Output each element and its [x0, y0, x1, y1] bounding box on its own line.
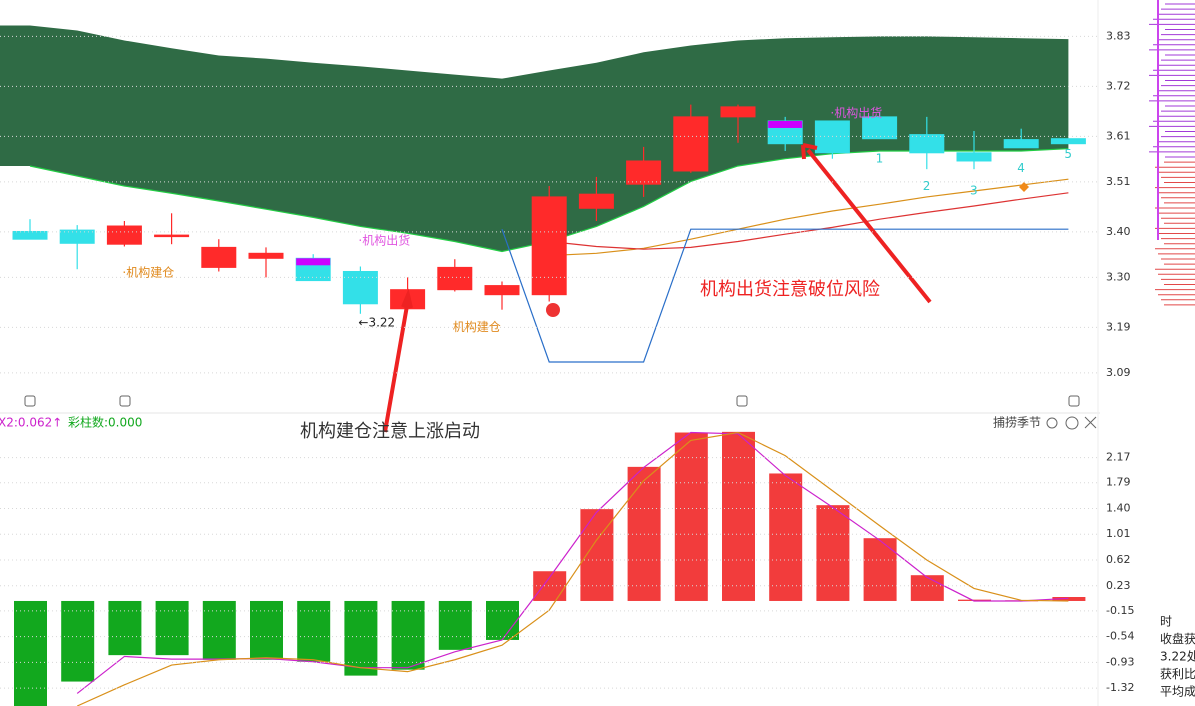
candle-body — [673, 116, 709, 172]
arrow — [801, 143, 932, 304]
callout: 机构出货注意破位风险 — [700, 279, 880, 300]
bar — [438, 600, 472, 650]
toolbar-icons — [24, 395, 1097, 430]
bar — [344, 600, 378, 676]
bar — [108, 600, 142, 656]
y-tick-label: 3.19 — [1106, 320, 1131, 333]
indicator-value: X2:0.062↑ — [0, 416, 62, 430]
bar — [202, 600, 236, 660]
y-tick-label: 3.72 — [1106, 79, 1131, 92]
bar — [297, 600, 331, 662]
bar — [769, 473, 803, 601]
arrow — [383, 288, 413, 433]
candle-body — [12, 230, 48, 240]
candle-highlight — [768, 120, 803, 128]
candle-body — [342, 270, 378, 305]
candle-body — [578, 193, 614, 209]
price-panel — [0, 25, 1086, 363]
candle-body — [862, 116, 898, 140]
annotation: 机构建仓 — [453, 319, 501, 334]
annotation: ·机构出货 — [830, 105, 882, 120]
bar — [722, 431, 755, 601]
y-tick-label: -0.93 — [1106, 655, 1134, 668]
annotation: ·机构建仓 — [122, 264, 174, 279]
indicator-title: 捕捞季节 — [993, 415, 1041, 430]
bar — [155, 600, 189, 656]
y-tick-label: 3.83 — [1106, 29, 1131, 42]
candle-body — [106, 225, 142, 245]
bar — [391, 600, 425, 670]
candle-body — [201, 246, 237, 268]
y-tick-label: 3.51 — [1106, 175, 1131, 188]
y-tick-label: 1.79 — [1106, 476, 1131, 489]
bar — [863, 538, 897, 601]
candle-body — [154, 234, 190, 238]
bar — [250, 600, 283, 660]
candle-body — [626, 160, 662, 185]
annotation: ·机构出货 — [358, 233, 410, 248]
y-tick-label: 3.09 — [1106, 366, 1131, 379]
bar — [486, 600, 519, 640]
candle-body — [484, 285, 520, 296]
indicator-line — [76, 431, 1069, 706]
y-tick-label: 1.01 — [1106, 527, 1131, 540]
diamond-marker — [1019, 182, 1029, 192]
y-tick-label: 3.61 — [1106, 129, 1131, 142]
band-area — [0, 25, 1069, 252]
y-tick-label: 2.17 — [1106, 451, 1131, 464]
side-text: 收盘获 — [1160, 631, 1195, 646]
side-text: 时 — [1160, 615, 1172, 629]
ma-line — [549, 192, 1069, 250]
bar — [580, 509, 614, 601]
y-tick-label: -1.32 — [1106, 681, 1134, 694]
bar — [61, 600, 95, 682]
annotation: 4 — [1017, 161, 1025, 175]
candle-body — [956, 152, 992, 162]
annotation: ←3.22 — [358, 315, 395, 329]
side-text: 3.22处 — [1160, 650, 1195, 664]
y-tick-label: -0.15 — [1106, 604, 1134, 617]
bar — [14, 600, 47, 706]
y-tick-label: 3.30 — [1106, 270, 1131, 283]
ma-line — [501, 228, 1069, 363]
buy-marker — [546, 303, 560, 317]
y-tick-label: 0.62 — [1106, 553, 1131, 566]
candle-body — [1050, 138, 1086, 145]
candle-body — [437, 266, 473, 291]
bar — [910, 575, 944, 601]
side-text: 获利比 — [1160, 667, 1195, 681]
bar — [958, 599, 991, 601]
count-label: 彩柱数:0.000 — [68, 415, 142, 430]
y-tick-label: 1.40 — [1106, 501, 1131, 514]
indicator-panel — [14, 431, 1086, 706]
candle-body — [248, 252, 284, 259]
annotation: 2 — [923, 179, 931, 193]
bar — [533, 571, 567, 601]
side-text: 平均成 — [1160, 685, 1195, 699]
candle-body — [531, 196, 567, 296]
candle-highlight — [296, 258, 331, 266]
bar — [674, 432, 708, 601]
y-tick-label: 3.40 — [1106, 225, 1131, 238]
annotation: 5 — [1064, 147, 1072, 161]
bar — [816, 505, 850, 601]
annotation: 3 — [970, 183, 978, 197]
chip-profile — [1149, 0, 1195, 306]
candle-body — [720, 106, 756, 118]
callout: 机构建仓注意上涨启动 — [300, 421, 480, 442]
y-tick-label: -0.54 — [1106, 630, 1134, 643]
y-tick-label: 0.23 — [1106, 579, 1131, 592]
candle-body — [59, 229, 95, 244]
bar — [1052, 597, 1086, 601]
candle-body — [1003, 139, 1039, 149]
annotation: 1 — [876, 152, 884, 166]
candle-body — [909, 134, 945, 154]
